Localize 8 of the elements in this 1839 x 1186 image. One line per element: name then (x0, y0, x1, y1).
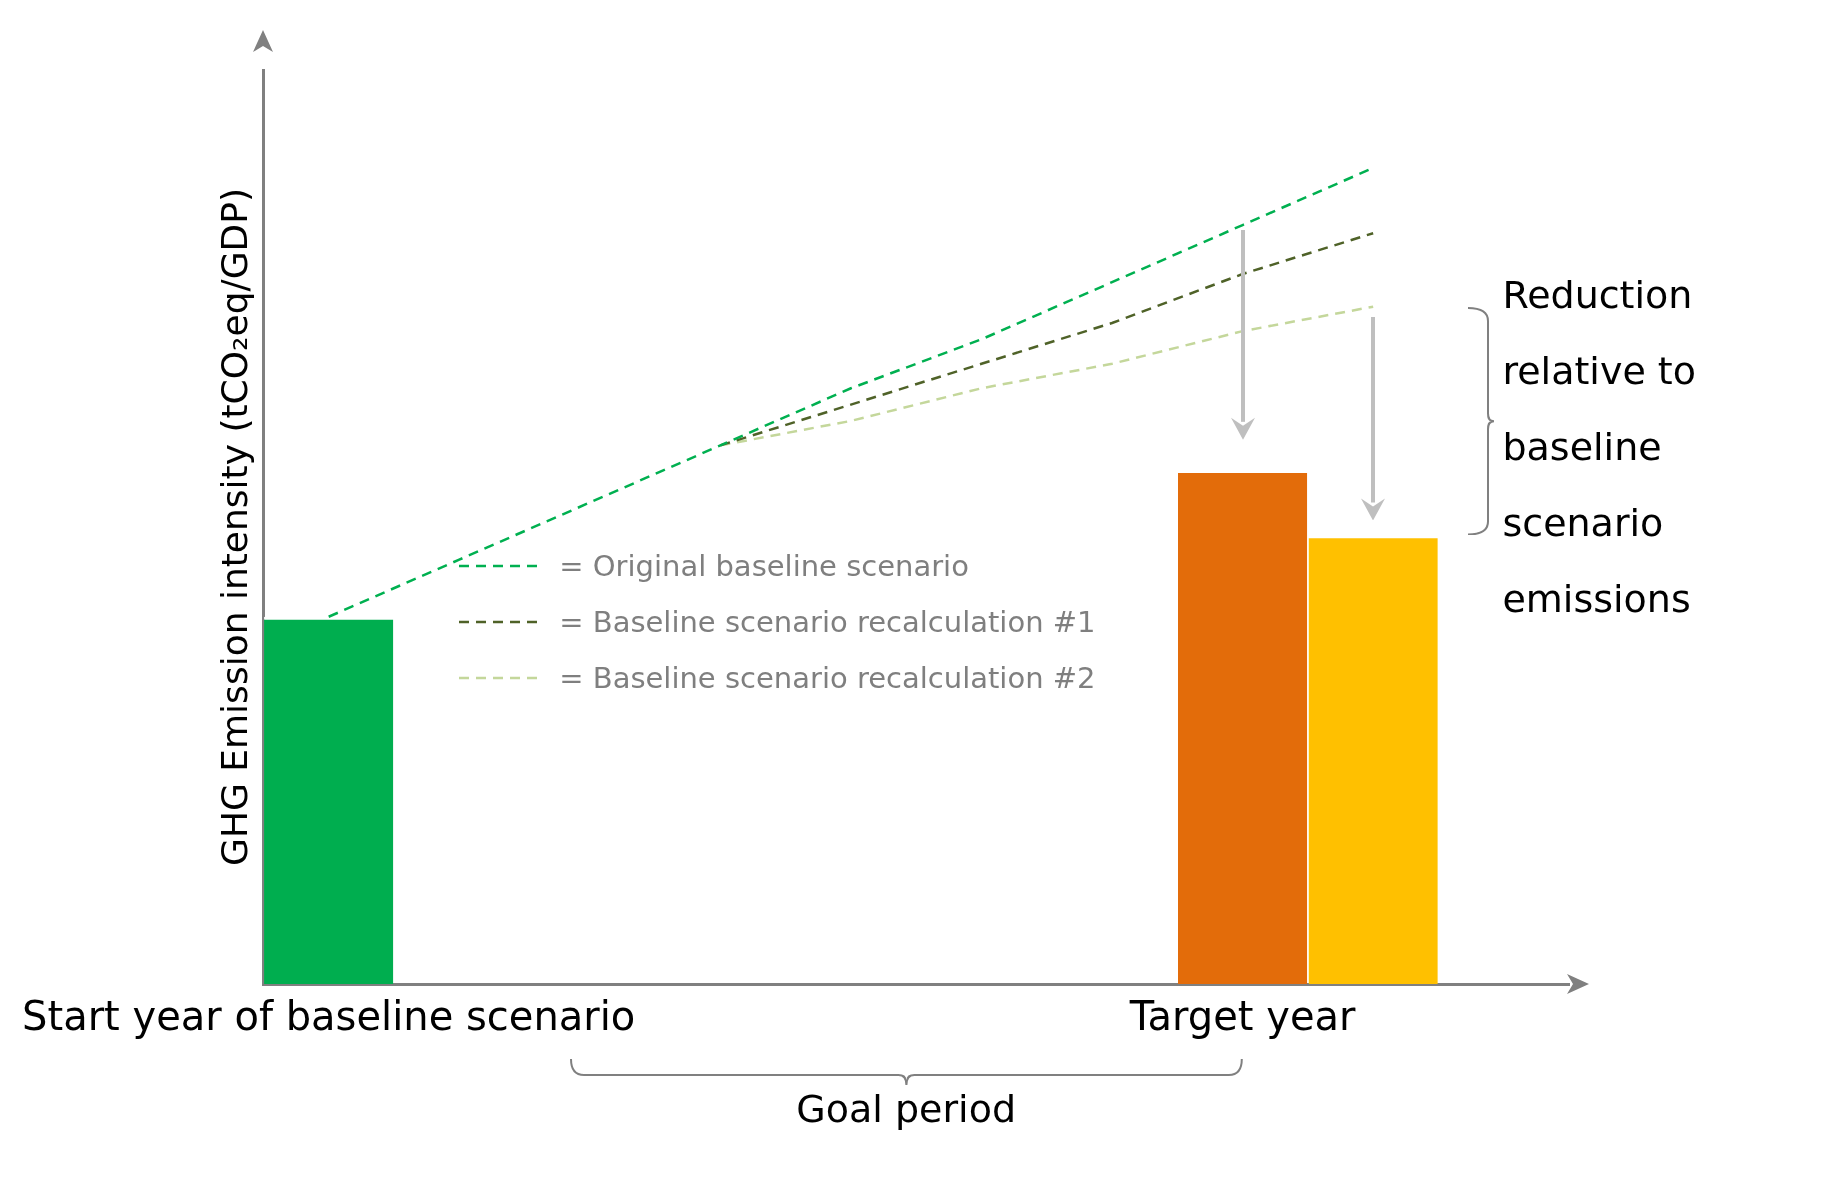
legend-label: = Baseline scenario recalculation #1 (559, 605, 1096, 639)
annotation: Reduction relative to baseline scenario emissions (1502, 271, 1697, 623)
text: Goal period (795, 1087, 1017, 1131)
x-tick-label: Start year of baseline scenario (22, 993, 636, 1040)
y-axis-title: GHG Emission intensity (tCO₂eq/GDP) (214, 187, 256, 867)
x-tick-label: Target year (1128, 993, 1357, 1040)
legend-label: = Original baseline scenario (559, 549, 969, 583)
legend-label: = Baseline scenario recalculation #2 (559, 661, 1096, 695)
